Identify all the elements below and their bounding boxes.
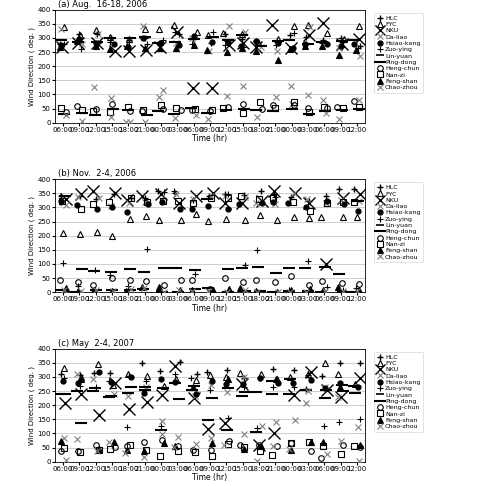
Text: (b) Nov.  2-4, 2006: (b) Nov. 2-4, 2006 bbox=[58, 170, 136, 178]
X-axis label: Time (hr): Time (hr) bbox=[192, 134, 228, 143]
X-axis label: Time (hr): Time (hr) bbox=[192, 473, 228, 482]
Text: (a) Aug.  16-18, 2006: (a) Aug. 16-18, 2006 bbox=[58, 0, 148, 9]
Legend: HLC, FYC, NKU, Da-liao, Hsiao-kang, Zuo-ying, Lin-yuan, Ping-dong, Heng-chun, Na: HLC, FYC, NKU, Da-liao, Hsiao-kang, Zuo-… bbox=[374, 182, 423, 262]
Y-axis label: Wind Direction ( deg. ): Wind Direction ( deg. ) bbox=[28, 196, 34, 275]
Y-axis label: Wind Direction ( deg. ): Wind Direction ( deg. ) bbox=[28, 27, 34, 106]
Y-axis label: Wind Direction ( deg. ): Wind Direction ( deg. ) bbox=[28, 365, 34, 445]
Text: (c) May  2-4, 2007: (c) May 2-4, 2007 bbox=[58, 339, 134, 348]
X-axis label: Time (hr): Time (hr) bbox=[192, 304, 228, 313]
Legend: HLC, FYC, NKU, Da-liao, Hsiao-kang, Zuo-ying, Lin-yuan, Ping-dong, Heng-chun, Na: HLC, FYC, NKU, Da-liao, Hsiao-kang, Zuo-… bbox=[374, 352, 423, 432]
Legend: HLC, FYC, NKU, Da-liao, Hsiao-kang, Zuo-ying, Lin-yuan, Ping-dong, Heng-chun, Na: HLC, FYC, NKU, Da-liao, Hsiao-kang, Zuo-… bbox=[374, 13, 423, 93]
